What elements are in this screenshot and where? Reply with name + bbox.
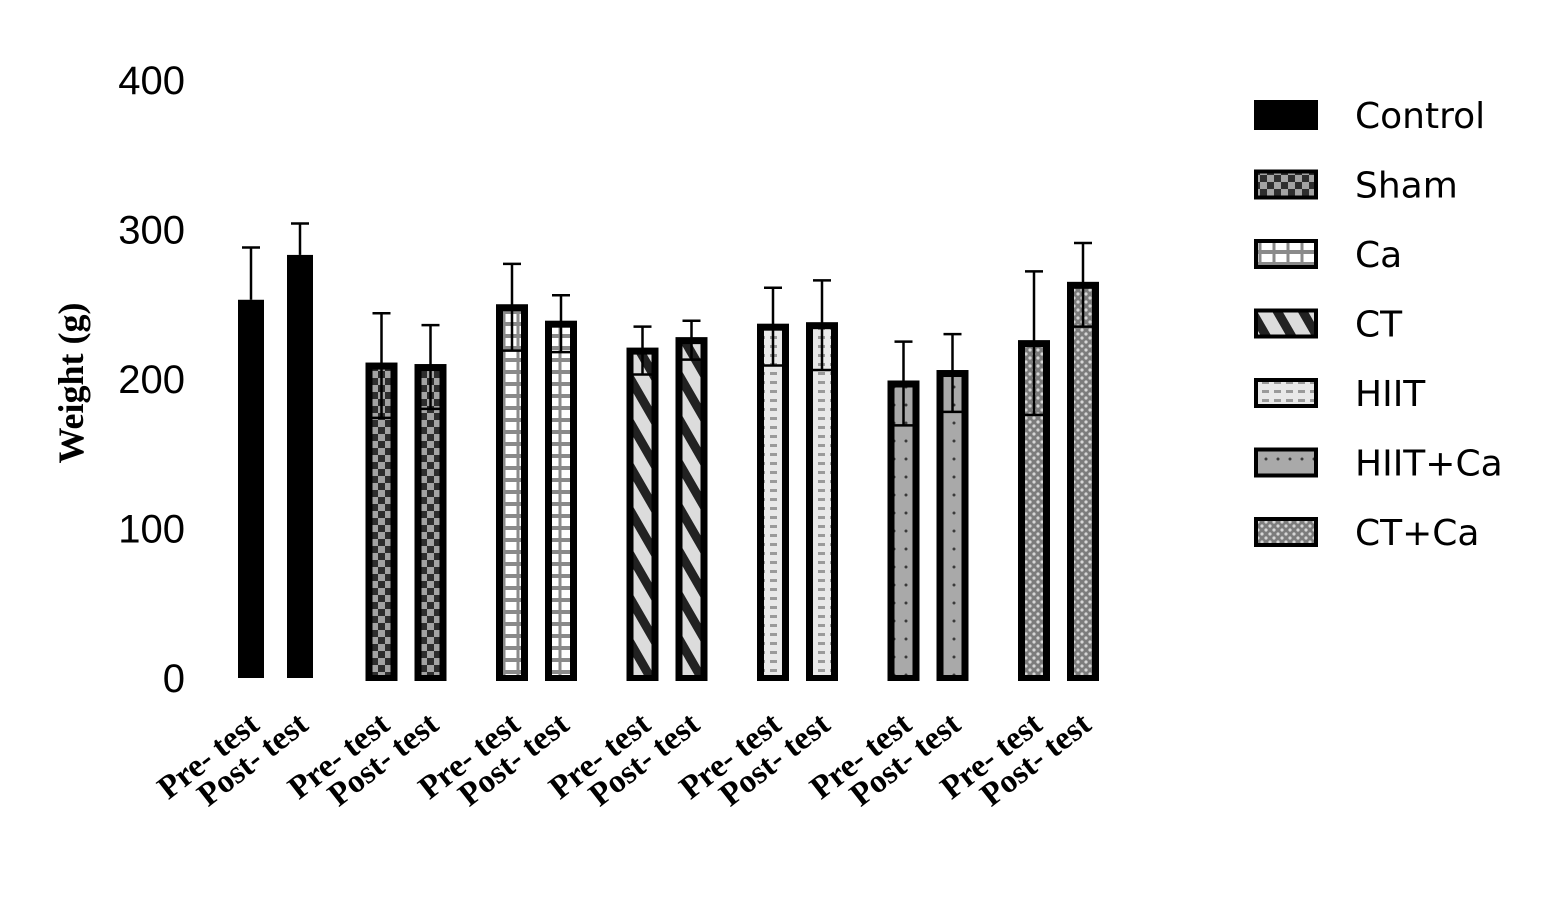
legend-swatch-frame [1254, 100, 1318, 130]
legend-swatch [1254, 239, 1318, 269]
bar-group-item [287, 222, 313, 679]
legend-label: HIIT [1355, 374, 1426, 415]
legend-label: CT+Ca [1355, 513, 1480, 554]
legend-swatch-frame [1254, 378, 1318, 408]
legend-swatch-frame [1254, 308, 1318, 339]
legend-label: Control [1355, 96, 1485, 137]
legend-swatch [1254, 100, 1318, 130]
legend-item: HIIT+Ca [1254, 444, 1503, 485]
bar [936, 370, 969, 681]
bars [238, 222, 1099, 681]
legend-item: Control [1254, 96, 1485, 137]
y-axis-label: Weight (g) [51, 303, 91, 464]
bar [238, 299, 264, 678]
legend-swatch [1254, 308, 1318, 339]
legend: Control Sham Ca CT HIIT HIIT+Ca CT+Ca [1254, 96, 1503, 554]
bar-group-item [365, 311, 398, 681]
legend-item: Ca [1254, 235, 1402, 276]
legend-swatch-frame [1254, 447, 1318, 478]
bar-group-item [887, 340, 920, 681]
legend-swatch [1254, 517, 1318, 547]
legend-swatch [1254, 447, 1318, 478]
legend-swatch-frame [1254, 169, 1318, 200]
bar-group-item [806, 279, 838, 681]
legend-label: HIIT+Ca [1355, 444, 1503, 485]
bar-group-item [414, 323, 447, 681]
y-tick-label: 300 [118, 209, 185, 253]
legend-swatch-frame [1254, 239, 1318, 269]
legend-item: CT+Ca [1254, 513, 1480, 554]
bar-group-item [238, 246, 264, 678]
legend-swatch-frame [1254, 517, 1318, 547]
legend-label: Sham [1355, 166, 1458, 207]
legend-label: CT [1355, 305, 1403, 346]
y-axis: 0 100 200 300 400 [118, 59, 185, 701]
bar-group-item [626, 325, 659, 681]
legend-swatch [1254, 169, 1318, 200]
legend-item: HIIT [1254, 374, 1426, 415]
bar [287, 254, 313, 679]
bar-group-item [936, 332, 969, 681]
bar-group-item [1067, 241, 1099, 681]
legend-label: Ca [1355, 235, 1402, 276]
bar-group-item [1018, 270, 1050, 681]
y-tick-label: 400 [118, 59, 185, 103]
bar-group-item [545, 294, 577, 681]
bar-group-item [757, 286, 789, 681]
y-tick-label: 200 [118, 358, 185, 402]
y-tick-label: 100 [118, 508, 185, 552]
legend-item: Sham [1254, 166, 1458, 207]
bar-group-item [496, 262, 528, 681]
legend-swatch [1254, 378, 1318, 408]
legend-item: CT [1254, 305, 1403, 346]
bar-group-item [675, 319, 708, 681]
y-tick-label: 0 [163, 657, 185, 701]
